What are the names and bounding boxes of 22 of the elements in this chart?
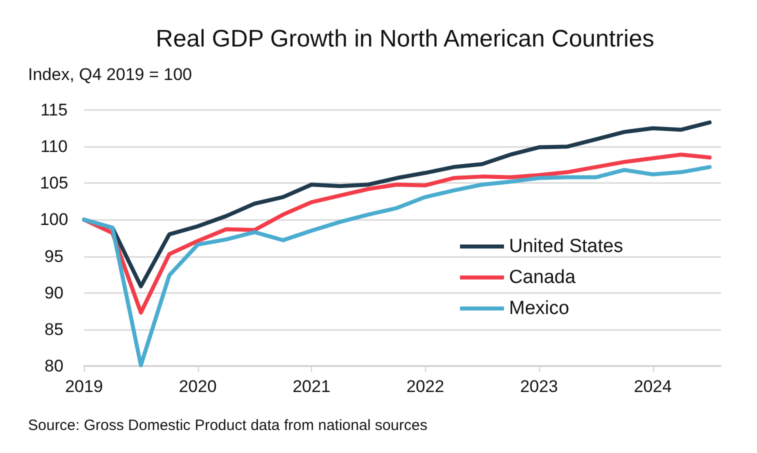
y-tick-label: 80: [44, 356, 64, 376]
x-tick-label: 2022: [406, 377, 444, 396]
x-tick-label: 2021: [292, 377, 330, 396]
line-series: [82, 152, 712, 315]
x-tick-label: 2023: [520, 377, 558, 396]
source-note: Source: Gross Domestic Product data from national sources: [28, 417, 428, 434]
y-tick-label: 90: [44, 283, 64, 302]
legend-label: Canada: [509, 267, 576, 288]
chart-title: Real GDP Growth in North American Countries: [156, 26, 654, 52]
y-tick-label: 100: [40, 210, 68, 230]
legend-label: United States: [509, 236, 624, 257]
y-tick-label: 110: [40, 137, 68, 156]
y-tick-label: 115: [40, 100, 68, 120]
line-series: [82, 165, 712, 368]
y-tick-label: 105: [40, 174, 68, 193]
x-tick-label: 2024: [634, 377, 672, 396]
x-tick-label: 2019: [65, 377, 103, 396]
x-tick-label: 2020: [178, 377, 217, 396]
y-tick-label: 85: [44, 320, 64, 339]
legend-label: Mexico: [509, 298, 570, 319]
y-axis-title: Index, Q4 2019 = 100: [28, 65, 192, 84]
y-tick-label: 95: [44, 246, 64, 266]
